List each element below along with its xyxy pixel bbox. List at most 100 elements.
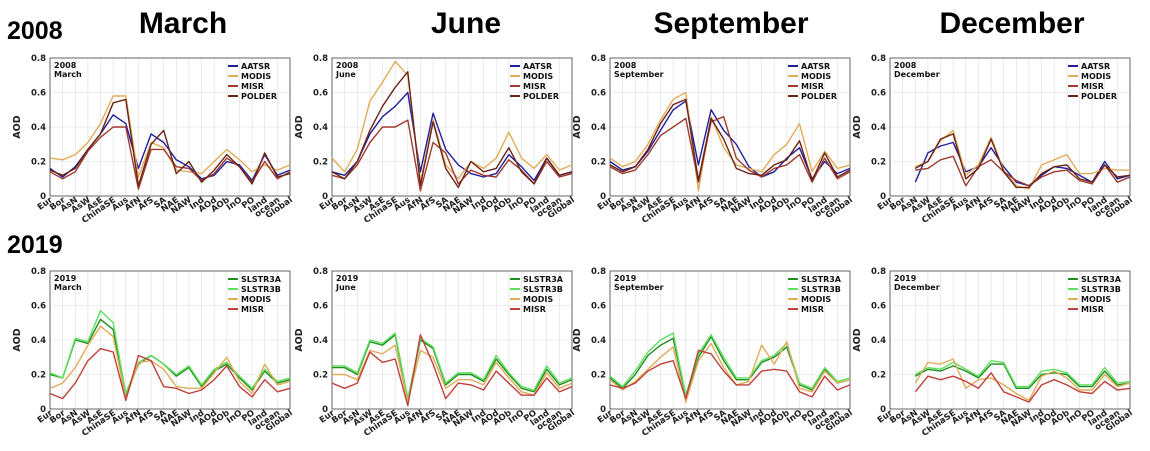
panel-1-ytick-label: 0.4 xyxy=(31,123,46,133)
panel-3-legend-label: AATSR xyxy=(801,62,830,71)
panel-2-series-modis xyxy=(331,60,573,183)
panel-3-ytick-label: 0.6 xyxy=(591,89,606,99)
panel-1: 00.20.40.60.8AODEurBorAsNAsWAsEChinaSEAu… xyxy=(12,54,295,226)
panel-8-ytick-label: 0.8 xyxy=(871,267,886,277)
panel-3-ytick-label: 0 xyxy=(600,192,606,202)
panel-2-corner-label: June xyxy=(335,70,356,79)
panel-1-ytick-label: 0.8 xyxy=(31,54,46,64)
panel-8-corner-label: December xyxy=(894,283,940,292)
panel-5-legend-label: SLSTR3B xyxy=(241,285,281,294)
panel-6-ytick-label: 0 xyxy=(322,405,328,415)
month-title-december: December xyxy=(939,7,1084,40)
panel-1-ytick-label: 0.6 xyxy=(31,89,46,99)
panel-3-legend-label: MISR xyxy=(801,82,824,91)
panel-8-legend-label: MODIS xyxy=(1081,295,1111,304)
panel-6-ytick-label: 0.6 xyxy=(313,302,328,312)
panel-8-series-modis xyxy=(914,358,1131,402)
panel-1-legend-label: MISR xyxy=(241,82,264,91)
panel-3-corner-label: September xyxy=(614,70,664,79)
panel-7-ytick-label: 0.2 xyxy=(591,371,606,381)
panel-4-legend-label: MODIS xyxy=(1081,72,1111,81)
panel-5-ylabel: AOD xyxy=(12,328,23,351)
panel-2-legend-label: MODIS xyxy=(523,72,553,81)
panel-8-series-misr xyxy=(914,372,1131,403)
panel-6: 00.20.40.60.8AODEurBorAsNAsWAsEChinaSEAu… xyxy=(294,267,577,439)
panel-7-legend-label: SLSTR3A xyxy=(801,275,842,284)
panel-2-ytick-label: 0.6 xyxy=(313,89,328,99)
panel-3-legend-label: POLDER xyxy=(801,92,837,101)
panel-2-series-aatsr xyxy=(331,91,573,182)
panel-7-series-modis xyxy=(609,341,851,403)
panel-8-frame xyxy=(889,270,1131,410)
panel-2-ytick-label: 0.2 xyxy=(313,158,328,168)
panel-8-legend-label: SLSTR3B xyxy=(1081,285,1121,294)
panel-2: 00.20.40.60.8AODEurBorAsNAsWAsEChinaSEAu… xyxy=(294,54,577,226)
panel-3-frame xyxy=(609,57,851,197)
panel-7-series-slstr3a xyxy=(609,335,851,398)
panel-2-series-polder xyxy=(331,71,573,189)
panel-7-ytick-label: 0.4 xyxy=(591,336,606,346)
panel-5-ytick-label: 0.2 xyxy=(31,371,46,381)
panel-4-ytick-label: 0.8 xyxy=(871,54,886,64)
panel-4-series-polder xyxy=(914,133,1131,189)
panel-3-ytick-label: 0.4 xyxy=(591,123,606,133)
panel-1-series-misr xyxy=(49,126,291,190)
panel-7-series-slstr3b xyxy=(609,332,851,396)
panel-7-legend-label: MISR xyxy=(801,305,824,314)
panel-1-ytick-label: 0.2 xyxy=(31,158,46,168)
panel-6-legend-label: MISR xyxy=(523,305,546,314)
panel-7-ylabel: AOD xyxy=(572,328,583,351)
panel-3-corner-label: 2008 xyxy=(614,61,637,70)
panel-6-ytick-label: 0.2 xyxy=(313,371,328,381)
panel-5-series-slstr3b xyxy=(49,310,291,395)
month-title-september: September xyxy=(653,7,808,40)
month-title-march: March xyxy=(139,7,227,40)
panel-7-corner-label: September xyxy=(614,283,664,292)
panel-1-legend-label: POLDER xyxy=(241,92,277,101)
panel-6-series-slstr3b xyxy=(332,332,573,400)
panel-2-legend-label: MISR xyxy=(523,82,546,91)
panel-6-series-misr xyxy=(331,334,573,407)
panel-5-frame xyxy=(49,270,291,410)
panel-1-frame xyxy=(49,57,291,197)
panel-8-legend-label: MISR xyxy=(1081,305,1104,314)
panel-8-legend-label: SLSTR3A xyxy=(1081,275,1122,284)
panel-8-ylabel: AOD xyxy=(852,328,863,351)
panel-4-corner-label: December xyxy=(894,70,940,79)
panel-1-series-modis xyxy=(49,95,291,178)
panel-2-legend-label: AATSR xyxy=(523,62,552,71)
panel-1-series-polder xyxy=(49,98,291,187)
panel-5-ytick-label: 0.8 xyxy=(31,267,46,277)
panel-2-corner-label: 2008 xyxy=(336,61,359,70)
panel-6-corner-label: June xyxy=(335,283,356,292)
panel-3: 00.20.40.60.8AODEurBorAsNAsWAsEChinaSEAu… xyxy=(572,54,855,226)
panel-4-legend-label: MISR xyxy=(1081,82,1104,91)
panel-8-series-slstr3b xyxy=(914,360,1131,388)
panel-7-ytick-label: 0.8 xyxy=(591,267,606,277)
panel-2-ylabel: AOD xyxy=(294,115,305,138)
panel-5-corner-label: March xyxy=(54,283,82,292)
panel-8-series-slstr3a xyxy=(914,363,1131,389)
panel-5-legend-label: MODIS xyxy=(241,295,271,304)
panel-8-ytick-label: 0.2 xyxy=(871,371,886,381)
panel-5-series-modis xyxy=(49,325,291,400)
panel-5-legend-label: SLSTR3A xyxy=(241,275,282,284)
panel-1-legend-label: MODIS xyxy=(241,72,271,81)
panel-6-legend-label: SLSTR3A xyxy=(523,275,564,284)
panel-7-legend-label: MODIS xyxy=(801,295,831,304)
panel-4-ytick-label: 0.2 xyxy=(871,158,886,168)
panel-8-corner-label: 2019 xyxy=(894,274,917,283)
panel-4-frame xyxy=(889,57,1131,197)
panel-4-ytick-label: 0 xyxy=(880,192,886,202)
panel-4-legend-label: AATSR xyxy=(1081,62,1110,71)
panel-1-legend-label: AATSR xyxy=(241,62,270,71)
panel-5-series-misr xyxy=(49,347,291,402)
panel-8-ytick-label: 0.6 xyxy=(871,302,886,312)
month-title-june: June xyxy=(431,7,501,40)
panel-3-ytick-label: 0.2 xyxy=(591,158,606,168)
panel-5-series-slstr3a xyxy=(49,318,291,396)
panel-4-series-aatsr xyxy=(914,141,1131,187)
panel-8: 00.20.40.60.8AODEurBorAsNAsWAsEChinaSEAu… xyxy=(852,267,1135,439)
panel-5: 00.20.40.60.8AODEurBorAsNAsWAsEChinaSEAu… xyxy=(12,267,295,439)
